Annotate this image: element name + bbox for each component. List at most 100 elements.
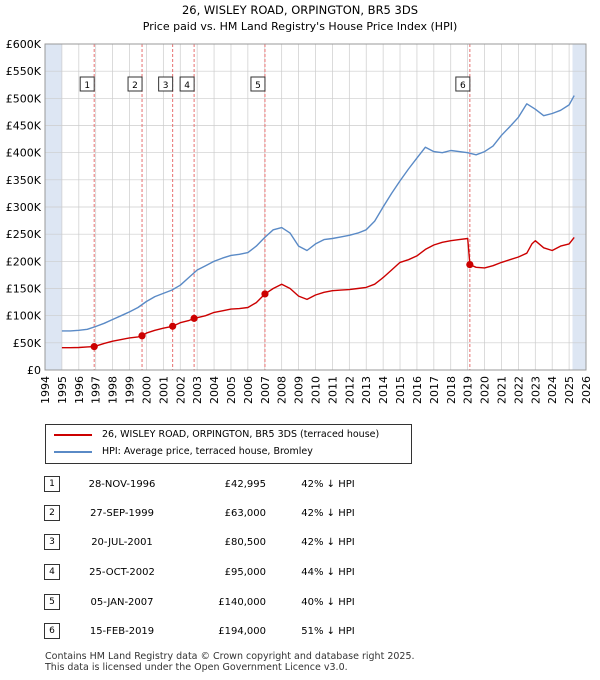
sale-number-label: 4 [184, 81, 190, 91]
x-tick-label: 2000 [140, 376, 153, 404]
x-tick-label: 2003 [191, 376, 204, 404]
legend-item-hpi: HPI: Average price, terraced house, Brom… [54, 444, 313, 460]
hpi-series-line [61, 95, 575, 332]
legend-item-property: 26, WISLEY ROAD, ORPINGTON, BR5 3DS (ter… [54, 427, 379, 443]
sale-date: 15-FEB-2019 [89, 626, 155, 637]
sale-number-label: 2 [132, 81, 138, 91]
x-tick-label: 2012 [343, 376, 356, 404]
x-tick-label: 2002 [174, 376, 187, 404]
sale-number-box [455, 76, 471, 92]
x-tick-label: 2025 [563, 376, 576, 404]
sale-date: 25-OCT-2002 [89, 567, 155, 578]
sale-point [138, 332, 146, 340]
sale-row: 6 15-FEB-2019 £194,000 51% ↓ HPI [0, 623, 600, 641]
x-tick-label: 2024 [546, 376, 559, 404]
x-tick-label: 1995 [56, 376, 69, 404]
sale-number-box [158, 76, 174, 92]
x-tick-label: 2011 [326, 376, 339, 404]
sale-number-badge: 3 [44, 534, 60, 550]
sale-number-label: 3 [163, 81, 169, 91]
sale-price: £140,000 [218, 597, 266, 608]
y-tick-label: £250K [6, 228, 42, 241]
legend-label-hpi: HPI: Average price, terraced house, Brom… [102, 446, 313, 457]
x-tick-label: 2007 [259, 376, 272, 404]
x-tick-label: 2008 [276, 376, 289, 404]
sale-number-box [250, 76, 266, 92]
sale-number-label: 1 [84, 81, 90, 91]
x-tick-label: 2014 [377, 376, 390, 404]
x-tick-label: 1998 [107, 376, 120, 404]
sale-row: 3 20-JUL-2001 £80,500 42% ↓ HPI [0, 534, 600, 552]
x-tick-label: 2006 [242, 376, 255, 404]
footer-attribution: Contains HM Land Registry data © Crown c… [45, 651, 585, 673]
x-tick-label: 2005 [225, 376, 238, 404]
sale-number-label: 5 [255, 81, 261, 91]
x-tick-label: 1996 [73, 376, 86, 404]
x-tick-label: 2010 [310, 376, 323, 404]
x-tick-label: 2026 [580, 376, 593, 404]
sale-date: 28-NOV-1996 [88, 479, 156, 490]
x-tick-label: 1997 [90, 376, 103, 404]
sale-number-box [127, 76, 143, 92]
legend-swatch-property [54, 433, 92, 436]
sale-price: £63,000 [224, 508, 266, 519]
x-tick-label: 2001 [157, 376, 170, 404]
x-tick-label: 2020 [479, 376, 492, 404]
sale-row: 2 27-SEP-1999 £63,000 42% ↓ HPI [0, 505, 600, 523]
sale-row: 5 05-JAN-2007 £140,000 40% ↓ HPI [0, 594, 600, 612]
sale-date: 05-JAN-2007 [90, 597, 154, 608]
y-tick-label: £600K [6, 38, 42, 51]
x-tick-label: 1999 [124, 376, 137, 404]
x-tick-label: 2019 [462, 376, 475, 404]
y-tick-label: £150K [6, 283, 42, 296]
y-tick-label: £350K [6, 174, 42, 187]
chart-title: 26, WISLEY ROAD, ORPINGTON, BR5 3DS [182, 3, 418, 17]
y-tick-label: £550K [6, 65, 42, 78]
sale-date: 27-SEP-1999 [90, 508, 154, 519]
sale-number-box [79, 76, 95, 92]
sale-hpi-diff: 42% ↓ HPI [301, 537, 355, 548]
x-tick-label: 2017 [428, 376, 441, 404]
sale-number-badge: 4 [44, 564, 60, 580]
chart-subtitle: Price paid vs. HM Land Registry's House … [143, 20, 458, 33]
sale-hpi-diff: 42% ↓ HPI [301, 479, 355, 490]
plot-frame [44, 43, 587, 371]
x-tick-label: 2016 [411, 376, 424, 404]
sale-price: £194,000 [218, 626, 266, 637]
x-tick-label: 2023 [529, 376, 542, 404]
sale-row: 4 25-OCT-2002 £95,000 44% ↓ HPI [0, 564, 600, 582]
sale-number-badge: 6 [44, 623, 60, 639]
sale-hpi-diff: 51% ↓ HPI [301, 626, 355, 637]
y-tick-label: £50K [13, 337, 42, 350]
sale-price: £95,000 [224, 567, 266, 578]
price-chart: 26, WISLEY ROAD, ORPINGTON, BR5 3DS Pric… [6, 3, 593, 404]
sale-number-label: 6 [460, 81, 466, 91]
sale-hpi-diff: 42% ↓ HPI [301, 508, 355, 519]
y-tick-label: £450K [6, 120, 42, 133]
sale-point [90, 343, 98, 351]
sale-number-box [179, 76, 195, 92]
legend-swatch-hpi [54, 450, 92, 453]
sale-point [190, 314, 198, 322]
x-tick-label: 1994 [39, 376, 52, 404]
sale-point [466, 260, 474, 269]
footer-line-licence: This data is licensed under the Open Gov… [45, 662, 348, 673]
sale-number-badge: 5 [44, 594, 60, 610]
y-tick-label: £200K [6, 255, 42, 268]
sale-number-badge: 2 [44, 505, 60, 521]
sale-point [169, 322, 177, 330]
x-tick-label: 2009 [293, 376, 306, 404]
sale-date: 20-JUL-2001 [91, 537, 153, 548]
sale-row: 1 28-NOV-1996 £42,995 42% ↓ HPI [0, 476, 600, 494]
x-tick-label: 2015 [394, 376, 407, 404]
x-tick-label: 2022 [512, 376, 525, 404]
x-tick-label: 2004 [208, 376, 221, 404]
sale-price: £42,995 [224, 479, 266, 490]
y-tick-label: £0 [27, 364, 41, 377]
x-tick-label: 2013 [360, 376, 373, 404]
legend-label-property: 26, WISLEY ROAD, ORPINGTON, BR5 3DS (ter… [102, 429, 380, 440]
y-tick-label: £300K [6, 201, 42, 214]
sale-point [261, 290, 269, 298]
x-tick-label: 2018 [445, 376, 458, 404]
x-tick-label: 2021 [495, 376, 508, 404]
